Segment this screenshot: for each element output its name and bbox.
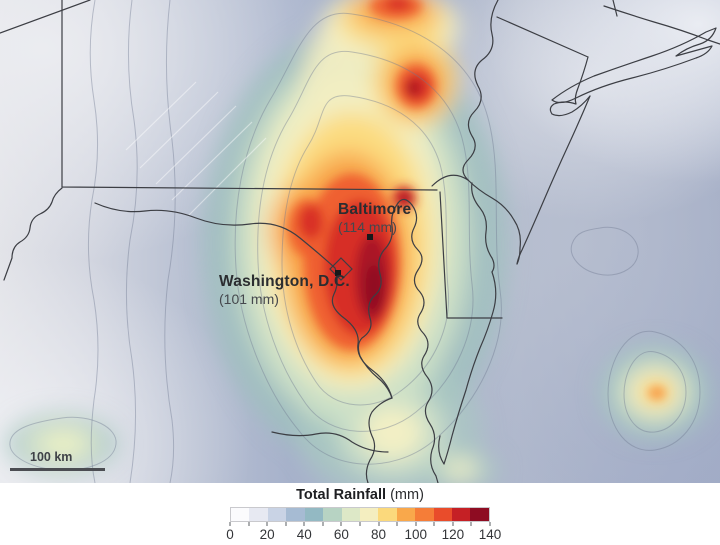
colorbar-segment — [286, 508, 305, 521]
legend-title: Total Rainfall (mm) — [230, 487, 490, 503]
washington-dc-label: Washington, D.C. (101 mm) — [219, 272, 350, 309]
legend-inner: Total Rainfall (mm) 0 20 40 60 80 100 120 140 — [226, 487, 501, 543]
colorbar-tick-label: 60 — [333, 527, 349, 542]
colorbar-tick-label: 100 — [404, 527, 427, 542]
colorbar-tick — [266, 522, 268, 526]
legend-panel: Total Rainfall (mm) 0 20 40 60 80 100 120 140 — [0, 483, 720, 545]
baltimore-marker — [367, 234, 373, 240]
colorbar-tick — [396, 522, 398, 526]
colorbar-tick — [322, 522, 324, 526]
colorbar-segment — [452, 508, 471, 521]
colorbar-tick — [229, 522, 231, 526]
washington-dc-name: Washington, D.C. — [219, 273, 350, 290]
colorbar-tick-label: 20 — [259, 527, 275, 542]
map-canvas: Baltimore (114 mm) Washington, D.C. (101… — [0, 0, 720, 483]
colorbar-segment — [323, 508, 342, 521]
colorbar-tick — [470, 522, 472, 526]
colorbar-segment — [378, 508, 397, 521]
map-linework-layer — [0, 0, 720, 483]
colorbar-tick — [340, 522, 342, 526]
colorbar-tick-label: 140 — [478, 527, 502, 542]
colorbar-tick-label: 40 — [296, 527, 312, 542]
colorbar-tick — [415, 522, 417, 526]
colorbar-segment — [304, 508, 324, 521]
colorbar-segment — [341, 508, 360, 521]
colorbar-segment — [396, 508, 416, 521]
scale-bar-label: 100 km — [30, 450, 73, 464]
terrain-ridges — [125, 81, 267, 217]
rainfall-heatmap-layer — [4, 0, 711, 483]
colorbar-ticks — [229, 522, 491, 527]
colorbar-segment — [415, 508, 434, 521]
baltimore-label: Baltimore (114 mm) — [338, 200, 411, 237]
colorbar-tick-label: 80 — [371, 527, 387, 542]
colorbar-tick — [378, 522, 380, 526]
colorbar-segment — [231, 508, 250, 521]
colorbar-segment — [267, 508, 287, 521]
washington-dc-rainfall-value: (101 mm) — [219, 291, 279, 308]
washington-dc-marker — [335, 270, 341, 276]
rainfall-contours — [9, 0, 701, 483]
colorbar-segment — [249, 508, 268, 521]
colorbar-tick — [489, 522, 491, 526]
legend-title-text: Total Rainfall — [296, 487, 387, 503]
colorbar-segment — [433, 508, 453, 521]
colorbar-tick — [303, 522, 305, 526]
baltimore-name: Baltimore — [338, 201, 412, 218]
colorbar-tick — [285, 522, 287, 526]
legend-units-text: (mm) — [390, 487, 424, 503]
colorbar-tick — [452, 522, 454, 526]
baltimore-rainfall-value: (114 mm) — [338, 219, 397, 236]
scale-bar-line — [10, 468, 105, 471]
colorbar-tick — [248, 522, 250, 526]
colorbar — [230, 507, 490, 522]
borders-and-coastlines — [0, 0, 720, 483]
colorbar-tick-labels: 0 20 40 60 80 100 120 140 — [226, 527, 501, 543]
colorbar-segment — [359, 508, 379, 521]
colorbar-tick-label: 120 — [441, 527, 465, 542]
colorbar-segment — [470, 508, 489, 521]
dc-boundary-diamond — [329, 257, 353, 281]
colorbar-tick-label: 0 — [226, 527, 234, 542]
colorbar-tick — [359, 522, 361, 526]
colorbar-tick — [433, 522, 435, 526]
